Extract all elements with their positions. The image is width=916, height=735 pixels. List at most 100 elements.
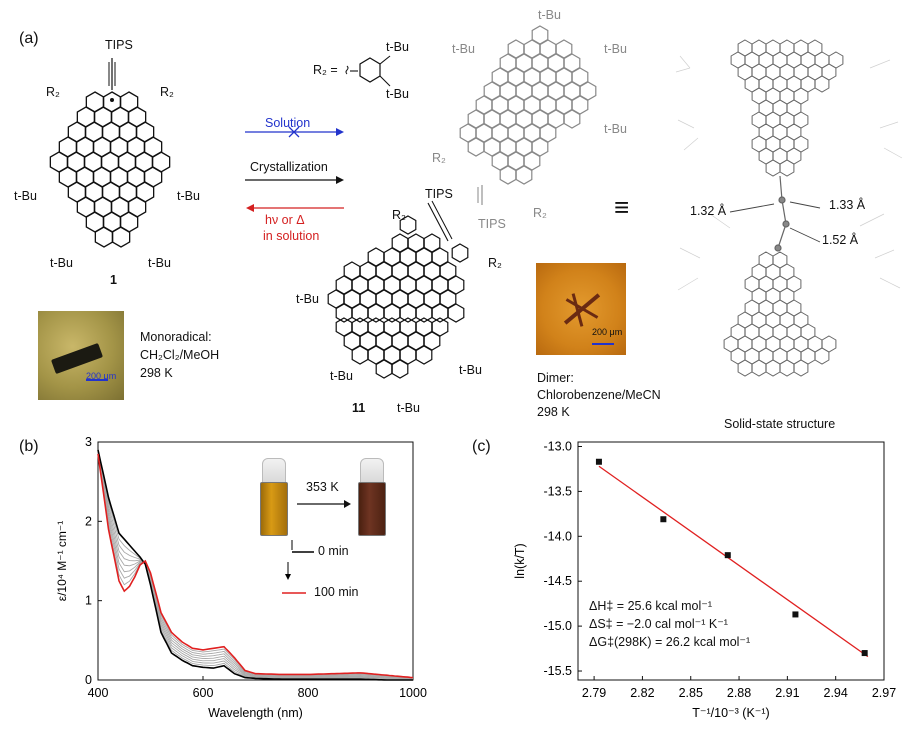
panel-b-ytick-label: 0 [85, 673, 92, 687]
panel-b-series-100min [97, 453, 414, 679]
panel-c-ytick-label: -14.0 [544, 529, 573, 543]
panel-c-data-point [861, 650, 868, 657]
compound-1-tbu-bottom-left: t-Bu [50, 256, 73, 270]
annotation-enthalpy: ΔH‡ = 25.6 kcal mol⁻¹ [589, 599, 712, 613]
dimer-tbu-upper-left: t-Bu [452, 42, 475, 56]
dimer-tbu-mid-right: t-Bu [604, 122, 627, 136]
compound-1-structure [49, 58, 171, 248]
panel-c-ytick-label: -14.5 [544, 574, 573, 588]
dimer-number: 11 [352, 401, 366, 415]
dimer-crystal-label-2: Chlorobenzene/MeCN [537, 388, 661, 402]
annotation-free-energy: ΔG‡(298K) = 26.2 kcal mol⁻¹ [589, 635, 751, 649]
reaction-arrows [245, 126, 344, 212]
panel-b-absorption-chart: 400 600 800 1000 0 1 2 3 Wavelength (nm) ε/10⁴ M⁻… [55, 435, 427, 720]
panel-c-xtick-label: 2.91 [775, 686, 799, 700]
panel-c-xtick-label: 2.85 [679, 686, 703, 700]
compound-1-r2-right: R₂ [160, 85, 174, 99]
panel-c-xtick-label: 2.82 [630, 686, 654, 700]
vial-temperature: 353 K [306, 480, 339, 494]
solid-state-caption: Solid-state structure [724, 417, 836, 431]
dimer-crystal-scalebar: 200 μm [592, 327, 623, 337]
dimer-upper-structure [459, 25, 597, 205]
dimer-tips-right: TIPS [478, 217, 506, 231]
panel-b-ylabel: ε/10⁴ M⁻¹ cm⁻¹ [55, 521, 69, 602]
r2-substituent-structure [345, 55, 391, 87]
dimer-tbu-lower-bottom-right: t-Bu [459, 363, 482, 377]
panel-c-ytick-label: -13.0 [544, 439, 573, 453]
monoradical-crystal-photo [38, 311, 124, 400]
dimer-crystal-label-1: Dimer: [537, 371, 574, 385]
dimer-r2-lower-top: R₂ [392, 208, 406, 222]
panel-c-data-point [792, 611, 799, 618]
compound-1-tips: TIPS [105, 38, 133, 52]
dimer-lower-structure [327, 200, 469, 379]
panel-c-xtick-label: 2.88 [727, 686, 751, 700]
panel-c-eyring-chart: 2.79 2.82 2.85 2.88 2.91 2.94 2.97 -13.0 -13.5 -1… [513, 439, 896, 720]
compound-1-tbu-right: t-Bu [177, 189, 200, 203]
dimer-crystal-label-3: 298 K [537, 405, 570, 419]
legend-start: 0 min [318, 544, 349, 558]
annotation-entropy: ΔS‡ = −2.0 cal mol⁻¹ K⁻¹ [589, 617, 728, 631]
panel-b-plot-frame [97, 441, 414, 681]
panel-c-xtick-label: 2.97 [872, 686, 896, 700]
r2-definition-tbu-bottom: t-Bu [386, 87, 409, 101]
compound-1-tbu-bottom-right: t-Bu [148, 256, 171, 270]
dimer-tbu-upper-right: t-Bu [604, 42, 627, 56]
vial-arrow [297, 500, 351, 508]
panel-c-ylabel: ln(k/T) [513, 543, 527, 578]
panel-c-fit-line [598, 465, 869, 658]
panel-b-xtick-label: 800 [298, 686, 319, 700]
solid-state-upper-sheet [730, 39, 844, 177]
panel-c-ytick-label: -13.5 [544, 484, 573, 498]
legend-end: 100 min [314, 585, 359, 599]
dimer-tbu-lower-bottom-left: t-Bu [330, 369, 353, 383]
panel-c-xtick-label: 2.94 [824, 686, 848, 700]
monoradical-scalebar: 200 μm [86, 371, 117, 381]
panel-b-series-0min [97, 449, 413, 681]
equivalence-sign: ≡ [614, 192, 630, 222]
dimer-r2-upper-left: R₂ [432, 151, 446, 165]
monoradical-label-1: Monoradical: [140, 330, 212, 344]
panel-b-xtick-label: 1000 [399, 686, 427, 700]
monoradical-label-2: CH₂Cl₂/MeOH [140, 348, 220, 362]
panel-b-xtick-label: 400 [88, 686, 109, 700]
bond-length-2: 1.33 Å [829, 198, 866, 212]
panel-b-legend [282, 540, 314, 594]
dimer-tbu-lower-left: t-Bu [296, 292, 319, 306]
panel-c-data-point [660, 516, 667, 523]
panel-c-data-point [724, 552, 731, 559]
panel-c-xlabel: T⁻¹/10⁻³ (K⁻¹) [692, 706, 769, 720]
arrow-crystallization-label: Crystallization [250, 160, 328, 174]
panel-c-ytick-label: -15.5 [544, 664, 573, 678]
panel-b-ytick-label: 2 [85, 514, 92, 528]
solid-state-lower-sheet [723, 251, 837, 377]
arrow-reverse-label-1: hν or Δ [265, 213, 305, 227]
bond-length-1: 1.32 Å [690, 204, 727, 218]
compound-1-r2-left: R₂ [46, 85, 60, 99]
dimer-tips-left: TIPS [425, 187, 453, 201]
arrow-reverse-label-2: in solution [263, 229, 320, 243]
panel-c-plot-frame [577, 441, 885, 681]
panel-c-letter: (c) [472, 438, 491, 455]
panel-b-xtick-label: 600 [193, 686, 214, 700]
dimer-tbu-lower-bottom: t-Bu [397, 401, 420, 415]
compound-1-rings [49, 91, 171, 248]
panel-c-data-point [595, 458, 602, 465]
solid-state-linker [774, 175, 790, 252]
compound-1-tbu-left: t-Bu [14, 189, 37, 203]
r2-definition-tbu-top: t-Bu [386, 40, 409, 54]
vial-before [258, 458, 288, 536]
panel-b-xlabel: Wavelength (nm) [208, 706, 303, 720]
r2-definition-prefix: R₂ = [313, 63, 338, 77]
panel-a-letter: (a) [19, 30, 39, 47]
arrow-solution-label: Solution [265, 116, 311, 130]
monoradical-label-3: 298 K [140, 366, 173, 380]
solid-state-structure [675, 39, 903, 377]
panel-b-ytick-label: 3 [85, 435, 92, 449]
dimer-crystal-photo [536, 263, 626, 355]
dimer-tbu-top: t-Bu [538, 8, 561, 22]
vial-after [356, 458, 386, 536]
bond-length-3: 1.52 Å [822, 233, 859, 247]
panel-c-xtick-label: 2.79 [582, 686, 606, 700]
panel-b-ytick-label: 1 [85, 594, 92, 608]
